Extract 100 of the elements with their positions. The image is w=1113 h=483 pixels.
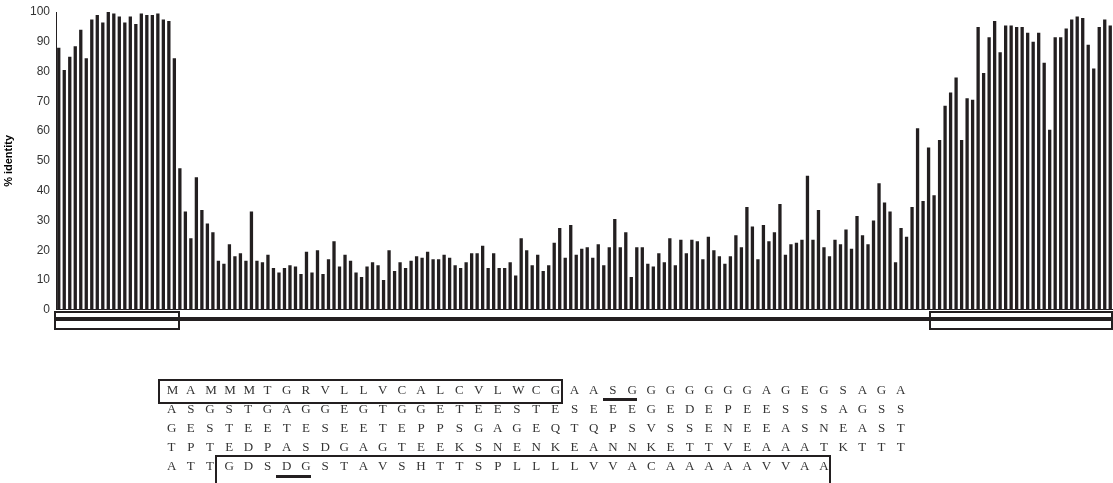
bar: [1042, 62, 1046, 310]
bar: [481, 245, 485, 310]
bar: [679, 239, 683, 310]
bar: [657, 253, 661, 310]
bar: [750, 226, 755, 310]
bar: [838, 244, 843, 310]
bar: [833, 239, 837, 310]
bar: [277, 272, 281, 310]
bar: [827, 256, 832, 310]
bar: [921, 201, 925, 310]
bar: [761, 224, 766, 310]
bar: [178, 168, 182, 310]
bar: [904, 236, 909, 310]
bar: [453, 265, 457, 310]
bar: [172, 58, 177, 310]
bar: [596, 244, 600, 310]
bar: [376, 265, 380, 310]
bar: [695, 241, 700, 310]
bar: [525, 250, 529, 310]
bar: [343, 254, 347, 310]
bar: [420, 257, 424, 310]
bar: [607, 247, 611, 310]
bar: [860, 235, 865, 310]
bar: [794, 242, 799, 310]
bar: [492, 253, 496, 310]
bar: [954, 77, 958, 310]
bar: [734, 235, 738, 310]
bar: [145, 14, 149, 310]
bar: [745, 207, 749, 310]
y-tick-label: 90: [36, 34, 51, 49]
bar: [123, 22, 127, 310]
bar: [789, 244, 793, 310]
bar: [370, 262, 375, 310]
bar: [95, 14, 99, 310]
bar: [1004, 25, 1008, 310]
bar: [1081, 17, 1085, 310]
bar: [266, 254, 270, 310]
bar: [222, 263, 226, 310]
bar: [1020, 26, 1024, 310]
bar: [871, 220, 876, 310]
bar: [1031, 41, 1035, 310]
bar: [1015, 26, 1019, 310]
bar: [943, 105, 947, 310]
bar: [315, 250, 320, 310]
bar: [767, 241, 771, 310]
bar: [926, 147, 931, 310]
bar: [965, 98, 969, 310]
bar: [811, 239, 815, 310]
bar: [877, 183, 881, 310]
bar: [1064, 28, 1068, 310]
bar: [585, 247, 589, 310]
bar: [1092, 68, 1096, 310]
bar: [800, 239, 804, 310]
bar: [1059, 37, 1063, 310]
bar: [717, 256, 722, 310]
bar: [464, 262, 468, 310]
bar: [310, 272, 314, 310]
text: T P T E D P A S D G A G T E E K S N E N K E A N N K E T T V E A A A T K T T T: [167, 439, 905, 454]
bar: [150, 14, 154, 310]
bar: [106, 12, 110, 310]
bar: [90, 19, 94, 310]
bar: [987, 37, 991, 310]
bar: [1103, 19, 1107, 310]
bar: [101, 22, 105, 310]
bar: [899, 227, 903, 310]
y-tick-label: 80: [36, 63, 51, 78]
bar: [1037, 32, 1041, 310]
bar: [62, 70, 66, 310]
bar: [299, 274, 303, 310]
bar: [398, 262, 402, 310]
bar: [816, 210, 821, 310]
bar: [1075, 16, 1079, 310]
y-tick-label: 20: [36, 242, 51, 257]
bar: [475, 253, 479, 310]
text: A S G S T G A G G E G T G G E T E E S T E S E E E G E D E P E E S S S A G S S: [166, 401, 905, 416]
bar: [558, 227, 562, 310]
bar: [948, 92, 953, 310]
bar: [618, 247, 622, 310]
bar: [414, 256, 419, 310]
bar: [326, 259, 331, 310]
bar: [756, 259, 760, 310]
bar: [624, 232, 628, 310]
bar: [227, 244, 232, 310]
bar: [84, 58, 88, 310]
bar: [959, 140, 964, 310]
bar: [855, 215, 859, 310]
bar: [668, 238, 672, 310]
bar: [822, 247, 826, 310]
bar: [183, 211, 188, 310]
bar: [772, 232, 777, 310]
y-tick-label: 60: [36, 123, 51, 138]
bar: [992, 20, 997, 310]
y-tick-label: 30: [36, 212, 51, 227]
bar: [613, 218, 617, 310]
bar: [508, 262, 512, 310]
text: A T T G D S D G S T A V S H T T S P L L L L V V A C A A A A A V V A A: [166, 458, 829, 473]
bar: [1086, 44, 1090, 310]
bar: [932, 195, 936, 310]
bar: [519, 238, 523, 310]
bar: [690, 239, 694, 310]
